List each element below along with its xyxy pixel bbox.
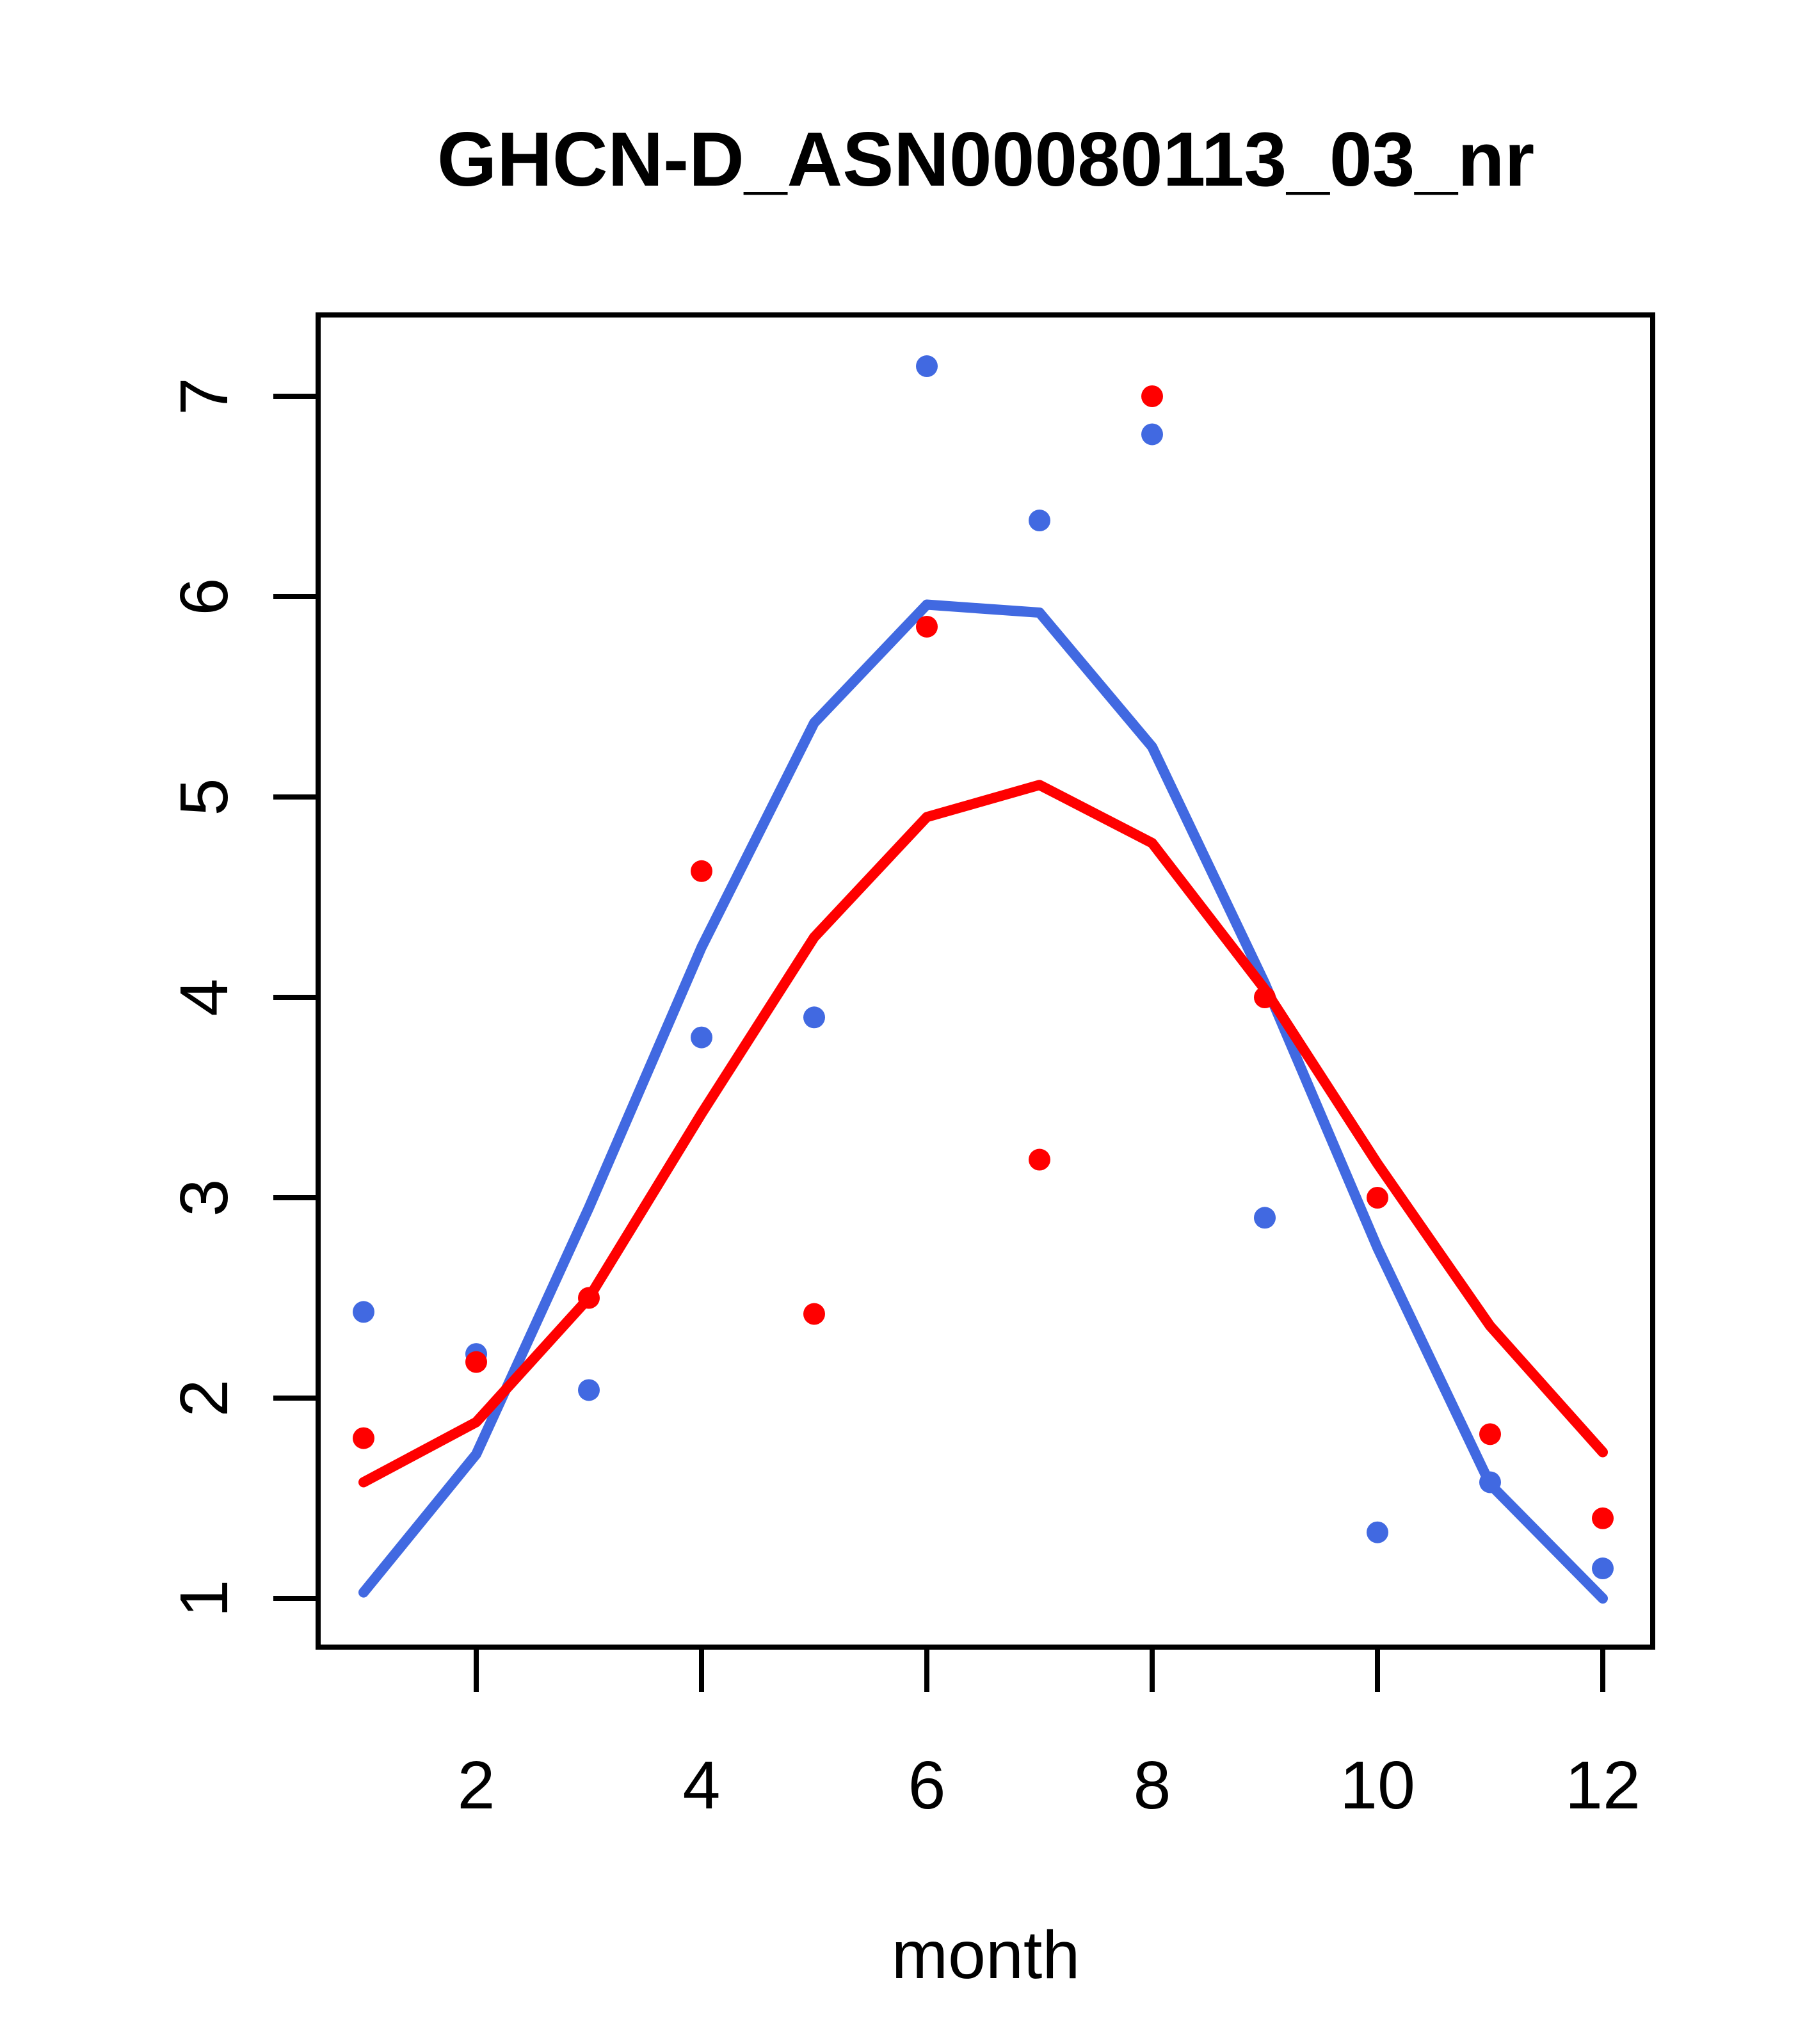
series-lines	[358, 599, 1608, 1604]
y-tick-label: 7	[166, 378, 242, 415]
x-axis-title: month	[892, 1917, 1080, 1993]
data-point-red	[1592, 1507, 1614, 1529]
data-point-red	[916, 615, 938, 638]
y-tick-label: 2	[166, 1380, 242, 1417]
x-tick-label: 6	[908, 1748, 946, 1823]
trend-red-line	[358, 780, 1608, 1488]
x-tick-label: 8	[1134, 1748, 1171, 1823]
data-point-blue	[1479, 1471, 1501, 1493]
y-tick-label: 1	[166, 1580, 242, 1618]
data-point-red	[1254, 986, 1276, 1008]
data-point-blue	[578, 1379, 600, 1401]
data-point-blue	[1029, 510, 1050, 532]
data-point-red	[1029, 1148, 1050, 1171]
data-point-blue	[1254, 1207, 1276, 1229]
data-point-blue	[1367, 1521, 1388, 1543]
x-axis: 2 4 6 8 10 12	[458, 1647, 1641, 1823]
chart-title: GHCN-D_ASN00080113_03_nr	[437, 117, 1534, 202]
data-point-red	[803, 1303, 825, 1325]
data-point-blue	[803, 1006, 825, 1029]
data-point-red	[691, 860, 712, 882]
data-point-red	[465, 1351, 487, 1373]
data-point-blue	[1592, 1557, 1614, 1580]
data-point-red	[353, 1427, 374, 1449]
data-point-red	[1479, 1423, 1501, 1445]
y-tick-label: 3	[166, 1179, 242, 1217]
x-tick-label: 12	[1565, 1748, 1641, 1823]
data-point-blue	[916, 355, 938, 378]
data-point-red	[1141, 385, 1163, 407]
x-tick-label: 4	[683, 1748, 721, 1823]
data-point-blue	[1141, 423, 1163, 446]
data-point-blue	[353, 1301, 374, 1323]
plot-border	[316, 312, 1655, 1650]
trend-blue-line	[358, 599, 1608, 1604]
data-point-red	[1367, 1187, 1388, 1209]
y-axis: 1 2 3 4 5 6 7	[166, 378, 318, 1618]
data-point-blue	[691, 1026, 712, 1049]
x-tick-label: 10	[1340, 1748, 1415, 1823]
y-tick-label: 6	[166, 578, 242, 616]
y-tick-label: 4	[166, 979, 242, 1017]
data-point-red	[578, 1287, 600, 1309]
x-tick-label: 2	[458, 1748, 495, 1823]
series-points	[353, 355, 1614, 1580]
y-tick-label: 5	[166, 778, 242, 816]
